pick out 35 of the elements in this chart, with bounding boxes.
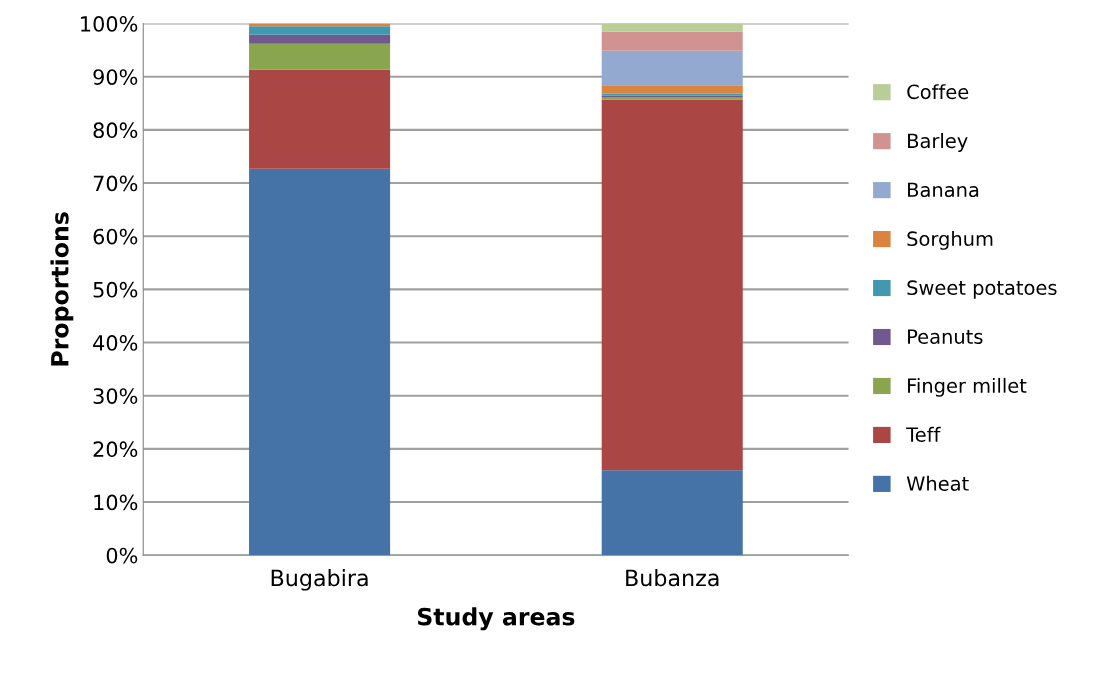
x-tick-label: Bubanza — [626, 569, 719, 587]
legend-label: Sorghum — [907, 231, 993, 250]
bar — [601, 85, 743, 94]
bar — [601, 23, 743, 32]
y-tick-label: 80% — [93, 122, 138, 139]
y-tick-label: 70% — [93, 175, 138, 192]
legend-label: Barley — [908, 133, 968, 152]
legend-label: Wheat — [906, 475, 969, 491]
legend-label: Teff — [906, 426, 941, 442]
bar — [249, 168, 391, 556]
y-tick-label: 10% — [94, 494, 138, 511]
legend-label: Banana — [908, 182, 979, 198]
bar — [601, 470, 743, 556]
legend-label: Peanuts — [908, 329, 983, 344]
bar — [601, 31, 743, 51]
bar — [249, 69, 391, 169]
bar — [601, 50, 743, 86]
x-axis-title: Study areas — [418, 607, 575, 631]
bar — [601, 99, 743, 471]
y-tick-label: 20% — [93, 441, 138, 458]
y-axis-title: Proportions — [50, 212, 74, 366]
legend-label: Sweet potatoes — [907, 280, 1057, 299]
x-tick-label: Bugabira — [271, 569, 368, 591]
bar — [249, 34, 391, 44]
y-tick-label: 40% — [93, 335, 138, 351]
bar — [249, 43, 391, 70]
y-tick-label: 50% — [93, 281, 138, 298]
bar — [249, 26, 391, 35]
legend-label: Coffee — [907, 84, 969, 100]
y-tick-label: 90% — [93, 69, 138, 85]
y-tick-label: 0% — [106, 547, 138, 564]
y-tick-label: 100% — [81, 16, 138, 32]
y-tick-label: 60% — [93, 228, 138, 245]
y-tick-label: 30% — [93, 388, 138, 404]
legend-label: Finger millet — [908, 377, 1027, 397]
